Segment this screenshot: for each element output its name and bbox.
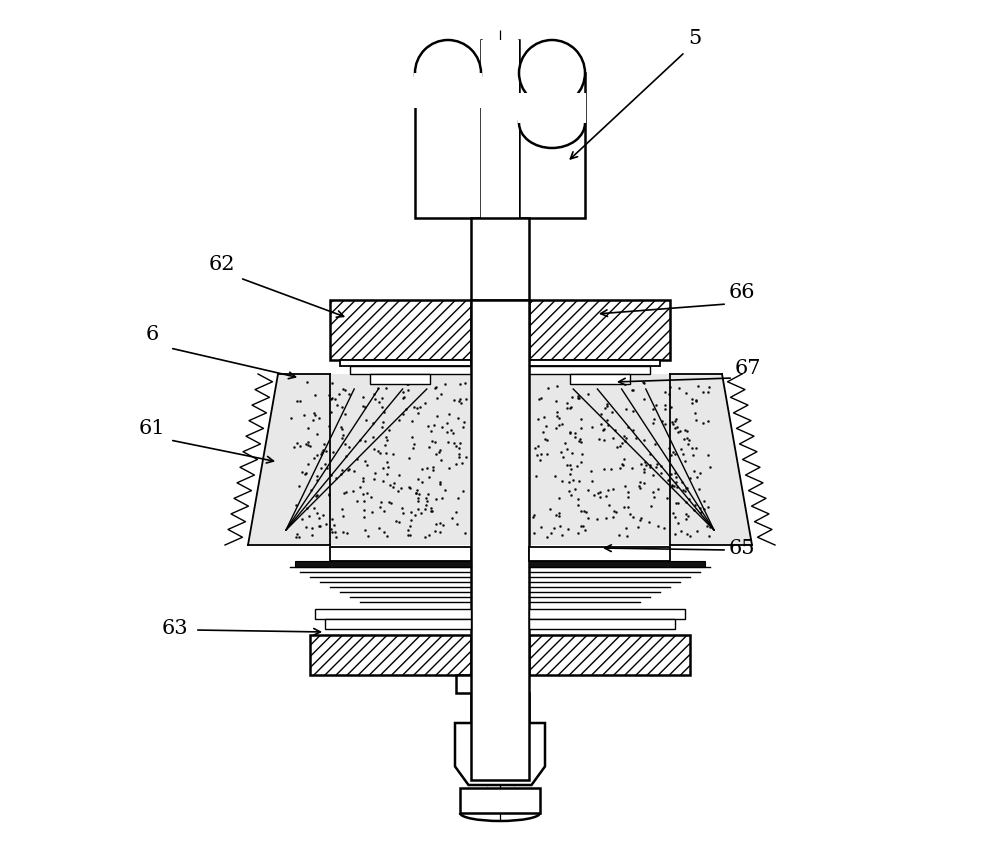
- Text: 63: 63: [162, 619, 188, 637]
- Bar: [471, 218, 529, 300]
- Text: 62: 62: [209, 256, 235, 274]
- Bar: [340, 360, 471, 366]
- Polygon shape: [415, 73, 481, 218]
- Text: 5: 5: [688, 28, 702, 48]
- Bar: [456, 675, 516, 693]
- Polygon shape: [481, 40, 519, 218]
- Polygon shape: [518, 93, 586, 123]
- Ellipse shape: [415, 40, 481, 106]
- Bar: [310, 635, 471, 675]
- Bar: [529, 609, 685, 619]
- Bar: [460, 788, 540, 813]
- Bar: [295, 561, 471, 567]
- Polygon shape: [414, 73, 482, 108]
- Bar: [471, 300, 529, 780]
- Bar: [529, 300, 670, 360]
- Bar: [325, 619, 471, 629]
- Bar: [529, 547, 670, 561]
- Text: 67: 67: [735, 359, 761, 377]
- Text: 66: 66: [729, 283, 755, 302]
- Ellipse shape: [519, 40, 585, 106]
- Bar: [529, 366, 650, 374]
- Text: 65: 65: [729, 538, 755, 557]
- Polygon shape: [248, 374, 471, 545]
- Bar: [330, 300, 471, 360]
- Text: 61: 61: [139, 418, 165, 437]
- Bar: [570, 374, 630, 384]
- Bar: [529, 635, 690, 675]
- Bar: [350, 366, 471, 374]
- Polygon shape: [519, 73, 585, 218]
- Bar: [315, 609, 471, 619]
- Polygon shape: [529, 374, 752, 545]
- Bar: [471, 693, 529, 723]
- Ellipse shape: [519, 98, 585, 148]
- Polygon shape: [455, 723, 545, 785]
- Bar: [529, 619, 675, 629]
- Bar: [529, 360, 660, 366]
- Bar: [529, 561, 705, 567]
- Bar: [370, 374, 430, 384]
- Text: 6: 6: [145, 325, 159, 344]
- Bar: [330, 547, 471, 561]
